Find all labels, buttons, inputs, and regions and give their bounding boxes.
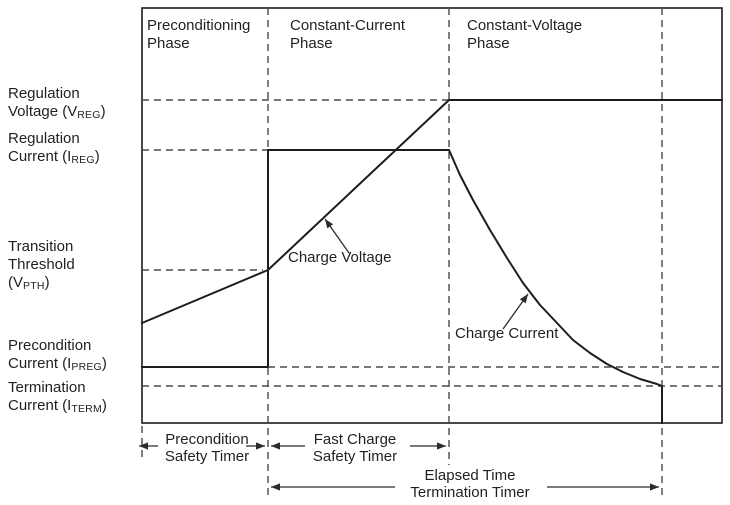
axis-label-line: Termination (8, 379, 86, 396)
chart-frame (141, 7, 723, 424)
charge-current-curve (141, 149, 663, 424)
axis-label-text: (V (8, 274, 23, 291)
axis-label-line: Voltage (VREG) (8, 103, 106, 124)
phase-label-line: Phase (467, 35, 510, 52)
timer-label-line: Fast Charge (313, 431, 397, 448)
axis-label-precondition-current: Precondition Current (IPREG) (8, 337, 107, 376)
axis-label-line: Current (IPREG) (8, 355, 107, 376)
timer-label-line: Termination Timer (410, 484, 530, 501)
axis-label-subscript: PTH (23, 280, 45, 292)
axis-label-line: Threshold (8, 256, 75, 273)
axis-label-line: Regulation (8, 85, 80, 102)
axis-label-subscript: PREG (71, 361, 102, 373)
timer-arrowhead-icon (437, 442, 446, 450)
callout-arrowhead-icon (325, 219, 334, 229)
axis-label-text: ) (94, 148, 100, 165)
axis-label-text: ) (100, 103, 106, 120)
curve-label-charge-current: Charge Current (455, 325, 559, 342)
axis-label-text: ) (44, 274, 50, 291)
timer-arrowhead-icon (139, 442, 148, 450)
phase-label-constant-current: Constant-Current Phase (290, 17, 405, 53)
timer-label-line: Safety Timer (164, 448, 250, 465)
timer-label-line: Safety Timer (312, 448, 398, 465)
phase-label-line: Constant-Current (290, 17, 406, 34)
phase-label-constant-voltage: Constant-Voltage Phase (467, 17, 582, 53)
axis-label-text: Current (I (8, 355, 72, 372)
phase-label-line: Phase (147, 35, 190, 52)
axis-label-line: Current (IREG) (8, 148, 100, 169)
axis-label-line: Transition (8, 238, 74, 255)
timer-arrowhead-icon (271, 483, 280, 491)
timer-label-elapsed-time-termination: Elapsed Time Termination Timer (391, 467, 549, 501)
axis-label-line: Precondition (8, 337, 92, 354)
axis-label-text: Current (I (8, 397, 72, 414)
callout-arrowhead-icon (519, 294, 528, 304)
axis-label-regulation-voltage: Regulation Voltage (VREG) (8, 85, 106, 124)
axis-label-transition-threshold: Transition Threshold (VPTH) (8, 238, 75, 295)
timer-arrowhead-icon (256, 442, 265, 450)
axis-label-line: Regulation (8, 130, 80, 147)
axis-label-text: ) (101, 397, 107, 414)
timer-label-fast-charge-safety: Fast Charge Safety Timer (294, 431, 416, 465)
phase-label-line: Constant-Voltage (467, 17, 583, 34)
phase-label-line: Preconditioning (147, 17, 251, 34)
axis-label-text: Voltage (V (8, 103, 78, 120)
phase-label-line: Phase (290, 35, 333, 52)
axis-label-subscript: REG (77, 109, 101, 121)
axis-label-termination-current: Termination Current (ITERM) (8, 379, 107, 418)
timer-arrowhead-icon (271, 442, 280, 450)
axis-label-line: Current (ITERM) (8, 397, 107, 418)
timer-label-precondition-safety: Precondition Safety Timer (146, 431, 268, 465)
charge-voltage-curve (140, 99, 723, 325)
curve-label-charge-voltage: Charge Voltage (288, 249, 392, 266)
timer-arrowhead-icon (650, 483, 659, 491)
axis-label-text: Current (I (8, 148, 72, 165)
timer-label-line: Elapsed Time (424, 467, 516, 484)
axis-label-subscript: REG (71, 154, 95, 166)
axis-label-text: ) (101, 355, 107, 372)
axis-label-regulation-current: Regulation Current (IREG) (8, 130, 100, 169)
axis-label-subscript: TERM (71, 403, 102, 415)
phase-label-preconditioning: Preconditioning Phase (147, 17, 250, 53)
timer-label-line: Precondition (165, 431, 249, 448)
axis-label-line: (VPTH) (8, 274, 75, 295)
